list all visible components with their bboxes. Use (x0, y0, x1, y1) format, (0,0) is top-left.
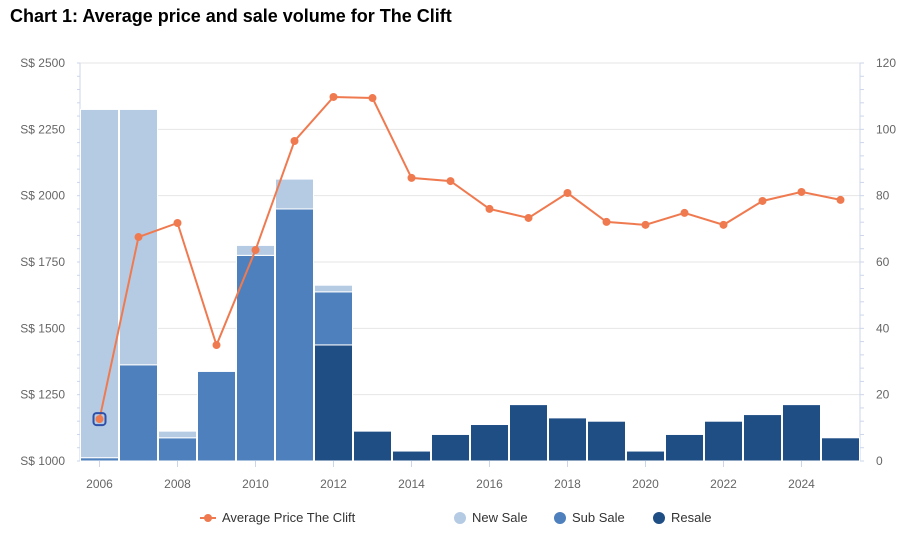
bar-resale (821, 437, 860, 462)
x-tick-label: 2018 (554, 477, 581, 491)
y-tick-label-right: 0 (876, 454, 883, 468)
legend-item-sub-sale[interactable]: Sub Sale (554, 510, 625, 525)
legend-item-new-sale[interactable]: New Sale (454, 510, 528, 525)
price-point (758, 196, 767, 205)
circle-marker-icon (554, 511, 566, 524)
price-point (836, 195, 845, 204)
legend-label: Sub Sale (572, 510, 625, 525)
y-tick-label-right: 20 (876, 388, 890, 402)
circle-marker-icon (653, 511, 665, 524)
highlight-marker (92, 412, 107, 427)
price-point (641, 220, 650, 229)
bar-new-sale (80, 108, 119, 459)
price-point (290, 137, 299, 146)
x-tick-label: 2006 (86, 477, 113, 491)
bar-new-sale (275, 178, 314, 210)
bar-sub-sale (197, 370, 236, 462)
y-tick-label-left: S$ 2250 (20, 122, 65, 136)
price-point (485, 204, 494, 213)
price-point (563, 189, 572, 198)
price-point (368, 94, 377, 103)
legend-label: New Sale (472, 510, 528, 525)
y-tick-label-left: S$ 2000 (20, 189, 65, 203)
bar-sub-sale (275, 208, 314, 462)
bar-resale (782, 404, 821, 462)
price-point (680, 208, 689, 217)
bar-resale (314, 344, 353, 462)
bar-resale (392, 450, 431, 462)
bar-resale (743, 414, 782, 462)
y-tick-label-left: S$ 1000 (20, 454, 65, 468)
bar-resale (626, 450, 665, 462)
bar-resale (587, 420, 626, 462)
bar-resale (353, 430, 392, 462)
x-tick-label: 2024 (788, 477, 815, 491)
y-tick-label-left: S$ 1250 (20, 388, 65, 402)
price-point (719, 220, 728, 229)
price-point (797, 187, 806, 196)
bar-resale (470, 424, 509, 462)
x-tick-label: 2012 (320, 477, 347, 491)
y-tick-label-left: S$ 2500 (20, 56, 65, 70)
bar-new-sale (158, 430, 197, 439)
price-point (251, 246, 260, 255)
x-tick-label: 2008 (164, 477, 191, 491)
y-tick-label-left: S$ 1750 (20, 255, 65, 269)
legend-item-resale[interactable]: Resale (653, 510, 711, 525)
bar-sub-sale (158, 437, 197, 462)
legend-label: Resale (671, 510, 712, 525)
y-tick-label-right: 100 (876, 122, 896, 136)
x-tick-label: 2010 (242, 477, 269, 491)
bar-resale (548, 417, 587, 462)
price-point (524, 213, 533, 222)
bar-resale (431, 433, 470, 462)
legend-item-price[interactable]: Average Price The Clift (200, 510, 355, 525)
price-point (407, 173, 416, 182)
x-tick-label: 2020 (632, 477, 659, 491)
chart-canvas: S$ 1000 S$ 1250 S$ 1500 S$ 1750 S$ 2000 S$ 22… (20, 56, 896, 491)
y-tick-label-right: 80 (876, 189, 890, 203)
chart-title: Chart 1: Average price and sale volume f… (10, 6, 452, 26)
y-tick-label-right: 60 (876, 255, 890, 269)
bar-sub-sale (314, 291, 353, 346)
line-marker-icon (200, 512, 216, 524)
legend-label: Average Price The Clift (222, 510, 356, 525)
price-point (212, 341, 221, 350)
y-tick-label-right: 40 (876, 321, 890, 335)
y-tick-label-right: 120 (876, 56, 896, 70)
price-point (602, 217, 611, 226)
price-line (98, 95, 841, 420)
x-tick-label: 2014 (398, 477, 425, 491)
price-point (134, 233, 143, 242)
price-point (173, 218, 182, 227)
price-point (446, 177, 455, 186)
bar-resale (665, 433, 704, 462)
circle-marker-icon (454, 511, 466, 524)
bar-resale (509, 404, 548, 462)
price-point (95, 415, 104, 424)
x-tick-label: 2022 (710, 477, 737, 491)
bar-sub-sale (119, 364, 158, 462)
bar-sub-sale (236, 254, 275, 462)
y-tick-label-left: S$ 1500 (20, 321, 65, 335)
x-tick-label: 2016 (476, 477, 503, 491)
price-point (329, 92, 338, 101)
bar-resale (704, 420, 743, 462)
bar-new-sale (314, 284, 353, 293)
